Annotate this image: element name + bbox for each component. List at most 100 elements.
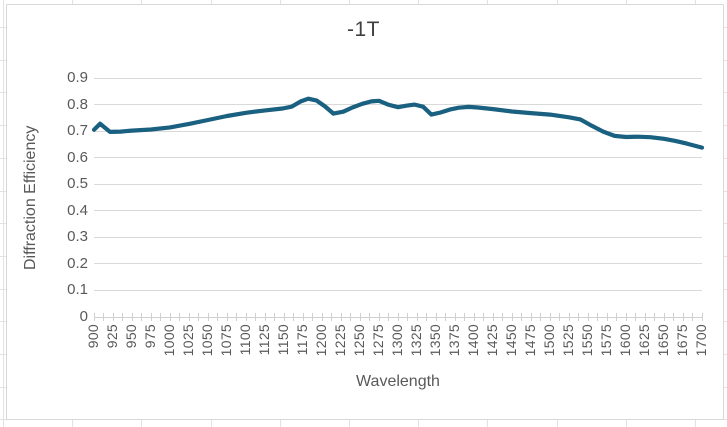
- y-axis-tick-label: 0.8: [67, 95, 88, 113]
- x-axis-tick: [692, 313, 693, 321]
- x-axis-tick-label: 1350: [427, 324, 443, 357]
- x-axis-tick: [141, 313, 142, 321]
- chart-object[interactable]: [6, 4, 724, 420]
- y-gridline: [94, 236, 702, 238]
- x-axis-tick-label: 1575: [598, 324, 614, 357]
- x-axis-tick: [407, 313, 408, 321]
- x-axis-tick: [587, 313, 589, 321]
- y-gridline: [94, 77, 702, 79]
- x-axis-tick: [226, 313, 228, 321]
- y-axis-tick-label: 0.1: [67, 281, 88, 299]
- x-axis-tick: [207, 313, 209, 321]
- y-axis-tick-label: 0.9: [67, 69, 88, 86]
- x-axis-tick: [530, 313, 532, 321]
- x-axis-tick: [625, 313, 627, 321]
- x-axis-tick: [578, 313, 579, 321]
- x-axis-tick: [160, 313, 161, 321]
- x-axis-tick-label: 1100: [237, 324, 253, 356]
- x-axis-tick: [321, 313, 323, 321]
- y-gridline: [94, 263, 702, 265]
- x-axis-tick: [188, 313, 190, 321]
- x-axis-tick-label: 1200: [313, 324, 329, 357]
- y-axis-tick-label: 0: [79, 308, 88, 325]
- x-axis-tick: [682, 313, 684, 321]
- x-axis-tick-label: 1175: [294, 324, 310, 356]
- x-axis-tick-label: 1000: [161, 324, 177, 357]
- y-gridline: [94, 210, 702, 212]
- x-axis-tick-label: 1625: [636, 324, 652, 357]
- x-axis-tick: [492, 313, 494, 321]
- x-axis-tick-label: 1525: [560, 324, 576, 357]
- x-axis-tick: [236, 313, 237, 321]
- x-axis-tick-label: 1475: [522, 324, 538, 357]
- y-axis-tick-label: 0.7: [67, 122, 88, 140]
- x-axis-tick-label: 1425: [484, 324, 500, 357]
- x-axis-tick: [131, 313, 133, 321]
- x-axis-tick: [454, 313, 456, 321]
- x-axis-tick: [635, 313, 636, 321]
- x-axis-tick-label: 1400: [465, 324, 481, 357]
- x-axis-tick-label: 1450: [503, 324, 519, 357]
- x-axis-tick: [644, 313, 646, 321]
- x-axis-tick-label: 1600: [617, 324, 633, 357]
- x-axis-tick-label: 1700: [693, 324, 709, 357]
- x-axis-title: Wavelength: [356, 373, 440, 390]
- x-axis-tick: [103, 313, 104, 321]
- x-axis-tick: [169, 313, 171, 321]
- x-axis-tick: [663, 313, 665, 321]
- x-axis-tick-label: 1225: [332, 324, 348, 357]
- x-axis-tick: [616, 313, 617, 321]
- x-axis-tick: [359, 313, 361, 321]
- x-axis-tick-label: 1300: [389, 324, 405, 357]
- x-axis-tick: [606, 313, 608, 321]
- x-axis-tick: [597, 313, 598, 321]
- x-axis-tick-label: 1500: [541, 324, 557, 357]
- y-gridline: [94, 289, 702, 291]
- x-axis-tick-label: 1250: [351, 324, 367, 357]
- x-axis-tick: [549, 313, 551, 321]
- x-axis-tick-label: 975: [142, 324, 158, 349]
- x-axis-tick: [122, 313, 123, 321]
- y-gridline: [94, 130, 702, 132]
- x-axis-tick: [673, 313, 674, 321]
- x-axis-tick-label: 1275: [370, 324, 386, 357]
- x-axis-tick: [283, 313, 285, 321]
- x-axis-tick: [264, 313, 266, 321]
- x-axis-tick: [502, 313, 503, 321]
- x-axis-tick: [445, 313, 446, 321]
- x-axis-tick-label: 1650: [655, 324, 671, 357]
- x-axis-tick: [198, 313, 199, 321]
- x-axis-tick: [93, 313, 95, 321]
- x-axis-tick: [540, 313, 541, 321]
- y-gridline: [94, 104, 702, 106]
- y-axis-title: Diffraction Efficiency: [22, 125, 39, 270]
- x-axis-tick: [274, 313, 275, 321]
- x-axis-tick: [464, 313, 465, 321]
- x-axis-tick: [293, 313, 294, 321]
- x-axis-tick: [255, 313, 256, 321]
- x-axis-tick: [654, 313, 655, 321]
- x-axis-tick: [426, 313, 427, 321]
- x-axis-tick-label: 1125: [256, 324, 272, 356]
- x-axis-tick: [416, 313, 418, 321]
- x-axis-tick: [568, 313, 570, 321]
- x-axis-tick-label: 1025: [180, 324, 196, 357]
- x-axis-tick: [369, 313, 370, 321]
- y-axis-tick-label: 0.2: [67, 254, 88, 272]
- y-gridline: [94, 157, 702, 159]
- y-axis-tick-label: 0.5: [67, 175, 88, 193]
- x-axis-tick: [378, 313, 380, 321]
- x-axis-tick-label: 1375: [446, 324, 462, 357]
- x-axis-tick: [179, 313, 180, 321]
- x-axis-tick: [331, 313, 332, 321]
- x-axis-tick: [302, 313, 304, 321]
- x-axis-tick: [150, 313, 152, 321]
- chart-title: -1T: [347, 18, 380, 41]
- y-axis-tick-label: 0.6: [67, 148, 88, 166]
- x-axis-tick: [112, 313, 114, 321]
- x-axis-tick: [388, 313, 389, 321]
- x-axis-tick: [521, 313, 522, 321]
- x-axis-tick: [350, 313, 351, 321]
- x-axis-tick: [559, 313, 560, 321]
- x-axis-tick: [483, 313, 484, 321]
